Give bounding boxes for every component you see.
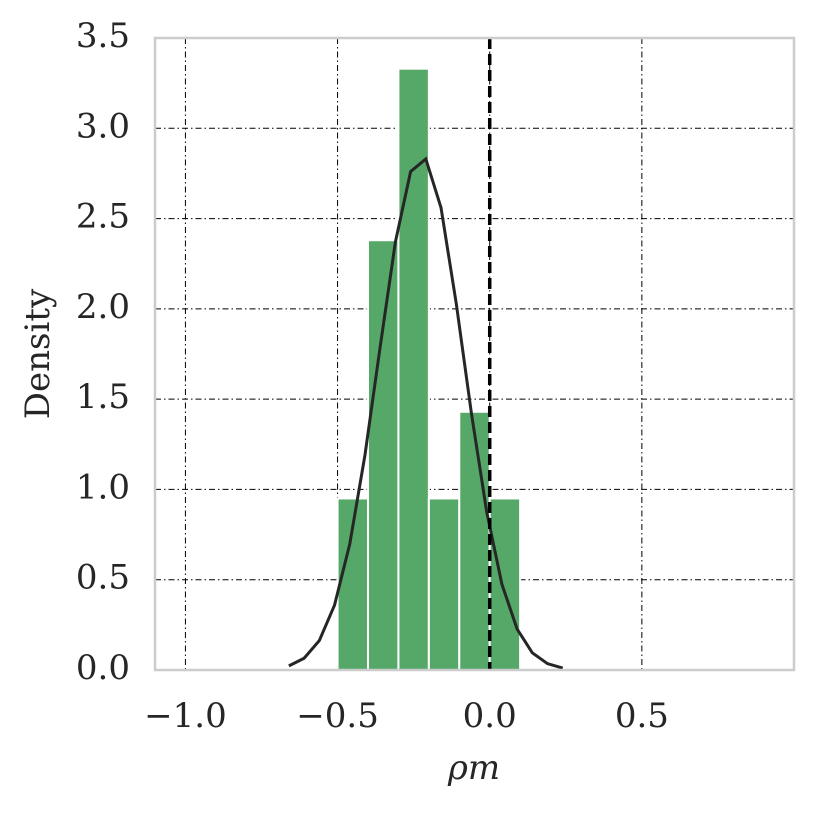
y-tick-label: 1.0 [76, 467, 130, 507]
density-curve [288, 156, 564, 670]
y-tick-label: 3.5 [76, 16, 130, 56]
x-tick-label: 0.0 [463, 696, 517, 736]
bar [458, 410, 491, 671]
x-tick-label: −0.5 [296, 696, 379, 736]
bar [427, 497, 461, 672]
x-axis-label: ρm [447, 748, 500, 788]
bar [367, 239, 400, 672]
y-axis-label: Density [18, 288, 58, 419]
y-tick-label: 3.0 [76, 106, 130, 146]
y-tick-label: 2.5 [76, 197, 130, 237]
y-tick-label: 0.5 [76, 558, 130, 598]
y-tick-label: 0.0 [76, 648, 130, 688]
y-tick-label: 1.5 [76, 377, 130, 417]
y-tick-label: 2.0 [76, 287, 130, 327]
x-tick-label: −1.0 [144, 696, 227, 736]
plot-frame [153, 36, 796, 672]
bar [488, 497, 522, 672]
x-tick-label: 0.5 [615, 696, 669, 736]
